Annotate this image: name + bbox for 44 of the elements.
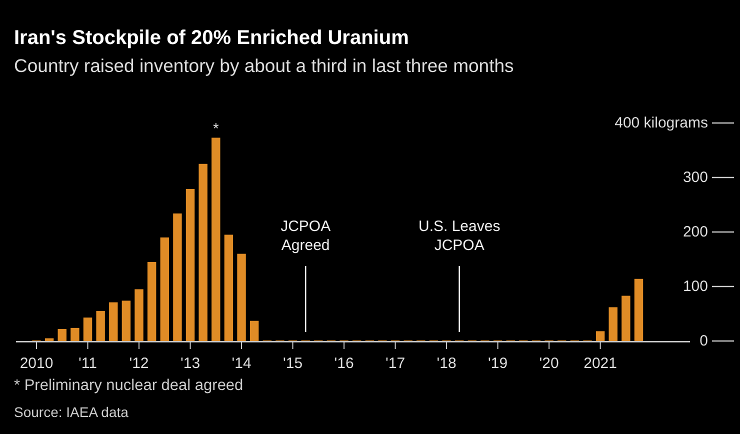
bar (96, 311, 105, 341)
bar (160, 237, 169, 341)
bar (134, 289, 144, 341)
y-tick-label: 200 (682, 224, 708, 240)
y-tick-label: 100 (682, 278, 708, 295)
x-tick-label: 2010 (20, 355, 54, 372)
y-tick-label: 400 kilograms (614, 114, 708, 132)
y-tick-label: 0 (700, 332, 708, 350)
y-tick-label: 300 (682, 169, 708, 186)
bar (634, 278, 644, 341)
text: * Preliminary nuclear deal agreed (14, 377, 244, 394)
chart-subtitle: Country raised inventory by about a third in last three months (14, 55, 514, 76)
bar (596, 331, 605, 341)
x-tick-label: '20 (539, 355, 559, 372)
source-note: Source: IAEA data (14, 404, 129, 420)
bar (70, 328, 80, 341)
x-tick-label: '12 (129, 355, 149, 372)
x-tick-label: '17 (386, 355, 406, 372)
x-tick-label: '13 (180, 355, 200, 372)
x-tick-label: '15 (282, 355, 303, 372)
bar (83, 318, 92, 341)
bar (622, 296, 630, 341)
x-tick-label: '11 (78, 355, 97, 372)
x-tick-label: 2021 (584, 355, 617, 372)
x-tick-label: '18 (436, 355, 456, 372)
bar (109, 302, 118, 341)
annotation: * (212, 120, 219, 138)
bar (173, 213, 182, 341)
bar (224, 234, 234, 341)
bar (186, 188, 195, 341)
bar (608, 307, 618, 341)
ref-line-label: JCPOA Agreed (280, 218, 331, 254)
bar (198, 164, 208, 341)
bar (147, 262, 156, 341)
ref-line-label: U.S. Leaves JCPOA (418, 218, 500, 254)
x-tick-label: '19 (488, 355, 508, 372)
x-tick-label: '14 (232, 355, 252, 372)
bar (58, 329, 66, 341)
x-tick-label: '16 (334, 355, 354, 372)
bar (212, 138, 220, 341)
chart-title: Iran's Stockpile of 20% Enriched Uranium (14, 27, 409, 49)
bar (122, 300, 131, 341)
bar (250, 320, 259, 341)
bar (237, 254, 246, 341)
